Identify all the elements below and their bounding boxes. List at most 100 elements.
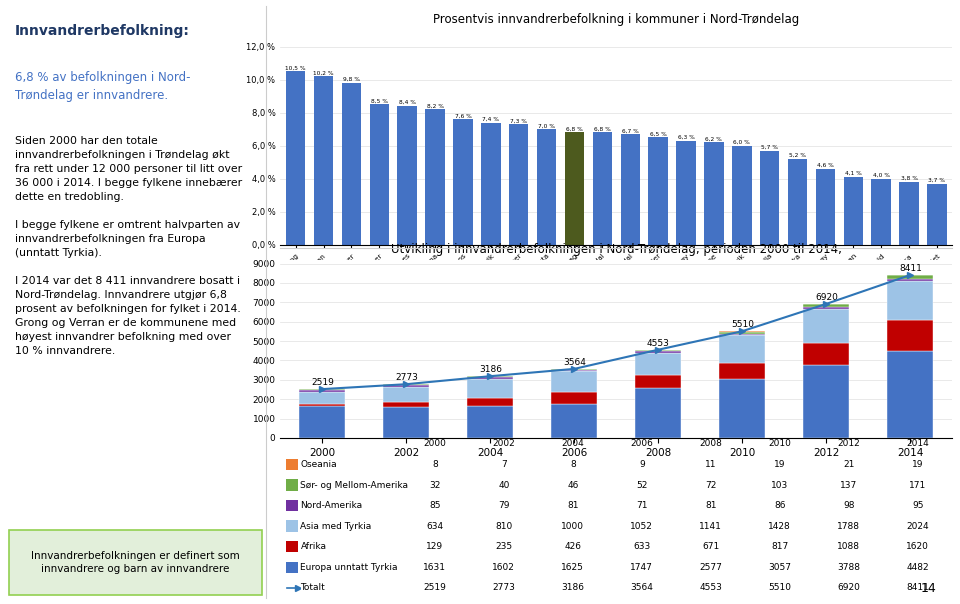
Text: 21: 21 (843, 460, 854, 469)
Text: 3057: 3057 (768, 563, 791, 571)
Text: Innvandrerbefolkning:: Innvandrerbefolkning: (15, 24, 190, 38)
Text: 1000: 1000 (562, 522, 585, 530)
Text: 79: 79 (498, 501, 510, 510)
Text: 171: 171 (909, 481, 926, 489)
Text: 1428: 1428 (768, 522, 791, 530)
Bar (872, 179, 891, 245)
Text: 103: 103 (771, 481, 788, 489)
Text: 671: 671 (702, 542, 719, 551)
Text: 2010: 2010 (768, 440, 791, 448)
Bar (719, 363, 765, 379)
Text: 6920: 6920 (837, 583, 860, 592)
Bar (551, 370, 597, 371)
Bar (300, 389, 346, 390)
Text: 14: 14 (921, 582, 936, 595)
Text: 86: 86 (774, 501, 785, 510)
Bar (383, 387, 429, 402)
Bar (468, 398, 514, 406)
Bar (564, 132, 585, 245)
Text: 8: 8 (432, 460, 438, 469)
Title: Prosentvis innvandrerbefolkning i kommuner i Nord-Trøndelag: Prosentvis innvandrerbefolkning i kommun… (433, 13, 800, 26)
Text: 235: 235 (495, 542, 513, 551)
Text: 3564: 3564 (631, 583, 653, 592)
Text: 6,2 %: 6,2 % (706, 137, 722, 141)
Text: 1141: 1141 (700, 522, 722, 530)
Bar (453, 119, 472, 245)
Bar (804, 365, 850, 438)
Bar (551, 369, 597, 370)
Bar (620, 134, 640, 245)
Text: Oseania: Oseania (300, 460, 337, 469)
Bar (383, 384, 429, 385)
Bar (425, 109, 444, 245)
Text: 32: 32 (429, 481, 441, 489)
Text: 52: 52 (636, 481, 647, 489)
Text: 633: 633 (634, 542, 651, 551)
Text: 2012: 2012 (837, 440, 860, 448)
Bar (704, 143, 724, 245)
Text: 7,6 %: 7,6 % (454, 114, 471, 118)
Text: 8: 8 (570, 460, 576, 469)
Bar (468, 406, 514, 438)
Bar (397, 106, 417, 245)
Text: 7,3 %: 7,3 % (510, 118, 527, 123)
Text: 7,0 %: 7,0 % (539, 123, 555, 128)
Text: 2006: 2006 (631, 440, 653, 448)
Text: 9,8 %: 9,8 % (343, 77, 360, 82)
Bar (816, 169, 835, 245)
Text: 2004: 2004 (562, 440, 585, 448)
Text: 1625: 1625 (562, 563, 585, 571)
Text: 6,0 %: 6,0 % (733, 140, 750, 145)
Text: 9: 9 (639, 460, 645, 469)
Text: 1788: 1788 (837, 522, 860, 530)
Bar (804, 344, 850, 365)
Bar (537, 129, 557, 245)
Text: 8,5 %: 8,5 % (371, 98, 388, 104)
Text: 2024: 2024 (906, 522, 929, 530)
Text: 6,5 %: 6,5 % (650, 132, 666, 137)
Bar (551, 371, 597, 392)
Text: 72: 72 (706, 481, 716, 489)
Text: Asia med Tyrkia: Asia med Tyrkia (300, 522, 372, 530)
Text: 7,4 %: 7,4 % (482, 117, 499, 122)
Bar (636, 352, 682, 353)
FancyBboxPatch shape (9, 530, 262, 595)
Bar (719, 379, 765, 438)
Text: 2002: 2002 (492, 440, 516, 448)
Text: 4482: 4482 (906, 563, 929, 571)
Text: 46: 46 (567, 481, 579, 489)
Text: 2014: 2014 (906, 440, 929, 448)
Bar (551, 392, 597, 404)
Text: 8,4 %: 8,4 % (398, 100, 416, 105)
Text: 137: 137 (840, 481, 857, 489)
Bar (468, 376, 514, 378)
Text: 7: 7 (501, 460, 507, 469)
Text: 95: 95 (912, 501, 924, 510)
Bar (551, 404, 597, 438)
Text: Innvandrerbefolkningen er definert som
innvandrere og barn av innvandrere: Innvandrerbefolkningen er definert som i… (31, 551, 240, 574)
Text: 1088: 1088 (837, 542, 860, 551)
Text: 8411: 8411 (906, 583, 929, 592)
Text: 129: 129 (426, 542, 444, 551)
Text: 3186: 3186 (479, 365, 502, 374)
Text: 810: 810 (495, 522, 513, 530)
Text: 85: 85 (429, 501, 441, 510)
Text: 6,3 %: 6,3 % (678, 135, 694, 140)
Text: Nord-Amerika: Nord-Amerika (300, 501, 363, 510)
Text: 6,8 %: 6,8 % (594, 127, 611, 132)
Text: 6,7 %: 6,7 % (622, 128, 638, 133)
Text: 5,2 %: 5,2 % (789, 153, 806, 158)
Bar (719, 333, 765, 335)
Bar (468, 378, 514, 379)
Text: 2519: 2519 (311, 378, 334, 387)
Text: 6,8 %: 6,8 % (566, 127, 583, 132)
Bar (719, 335, 765, 363)
Bar (900, 182, 919, 245)
Text: Afrika: Afrika (300, 542, 326, 551)
Text: 71: 71 (636, 501, 648, 510)
Bar (636, 388, 682, 438)
Bar (636, 375, 682, 388)
Text: 2000: 2000 (423, 440, 446, 448)
Text: 6,8 % av befolkningen i Nord-
Trøndelag er innvandrere.: 6,8 % av befolkningen i Nord- Trøndelag … (15, 71, 191, 102)
Bar (804, 309, 850, 344)
